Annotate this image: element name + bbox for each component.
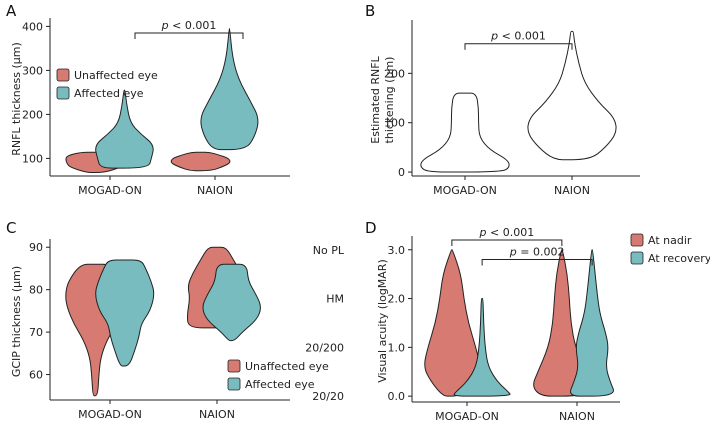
legend-label: At nadir — [648, 234, 692, 247]
panel-letter: A — [6, 2, 17, 20]
significance-bracket — [134, 32, 244, 39]
panel-b: B 0 100 200 MOGAD-ON NAION Estimated RNFL thick… — [365, 2, 640, 197]
y-tick-label: 200 — [384, 67, 405, 80]
y-tick-label-snellen: 20/20 — [312, 390, 344, 403]
significance-label: p < 0.001 — [479, 226, 535, 239]
legend-label: Unaffected eye — [245, 360, 329, 373]
violin-naion-estimated-thickening — [527, 30, 617, 161]
y-tick-label: 0 — [398, 166, 405, 179]
legend-label: Affected eye — [74, 87, 144, 100]
legend: At nadir At recovery — [630, 233, 710, 265]
y-tick-label-snellen: No PL — [313, 244, 345, 257]
significance-label: p < 0.001 — [490, 30, 546, 43]
y-axis-label: GCIP thickness (µm) — [10, 266, 23, 377]
panel-letter: D — [365, 219, 377, 237]
panel-letter: C — [6, 219, 16, 237]
y-tick-label: 400 — [22, 20, 43, 33]
significance-label: p = 0.002 — [509, 246, 565, 259]
y-axis-label-line2: thickening (µm) — [383, 57, 396, 144]
violin-mogad-on-affected-eye — [95, 259, 155, 367]
x-tick-label: MOGAD-ON — [433, 184, 497, 197]
y-tick-label: 2.0 — [388, 293, 406, 306]
legend-swatch — [227, 377, 241, 391]
violin-naion-affected-eye — [202, 263, 261, 342]
significance-bracket — [451, 239, 563, 246]
y-tick-label: 3.0 — [388, 244, 406, 257]
y-tick-label: 1.0 — [388, 341, 406, 354]
panel-letter: B — [365, 2, 375, 20]
y-tick-label-snellen: 20/200 — [305, 341, 344, 354]
x-tick-label: NAION — [199, 408, 235, 421]
violin-naion-at-recovery — [570, 249, 614, 397]
significance-label: p < 0.001 — [161, 19, 217, 32]
panel-d: D 0.0 20/20 1.0 20/200 2.0 HM 3.0 No PL MOGAD-ON N… — [305, 219, 710, 421]
x-tick-label: MOGAD-ON — [78, 184, 142, 197]
y-tick-label: 0.0 — [388, 390, 406, 403]
legend-swatch — [630, 251, 644, 265]
significance-bracket — [481, 259, 593, 266]
legend: Unaffected eye Affected eye — [56, 68, 158, 100]
legend-swatch — [56, 86, 70, 100]
y-tick-label: 100 — [384, 117, 405, 130]
y-tick-label: 60 — [29, 369, 43, 382]
y-tick-label: 70 — [29, 326, 43, 339]
y-tick-label: 80 — [29, 284, 43, 297]
legend-label: Affected eye — [245, 378, 315, 391]
y-tick-label-snellen: HM — [326, 293, 344, 306]
y-axis-label: Estimated RNFL — [369, 55, 382, 143]
y-axis-label: RNFL thickness (µm) — [10, 42, 23, 156]
y-tick-label: 300 — [22, 64, 43, 77]
legend: Unaffected eye Affected eye — [227, 359, 329, 391]
x-tick-label: NAION — [197, 184, 233, 197]
violin-mogad-on-estimated-thickening — [420, 92, 510, 173]
x-tick-label: MOGAD-ON — [78, 408, 142, 421]
legend-swatch — [630, 233, 644, 247]
legend-label: Unaffected eye — [74, 69, 158, 82]
violin-mogad-on-affected-eye — [95, 89, 154, 169]
x-tick-label: NAION — [559, 410, 595, 421]
x-tick-label: NAION — [554, 184, 590, 197]
significance-bracket — [464, 43, 573, 50]
legend-swatch — [227, 359, 241, 373]
panel-a: A 100 200 300 400 MOGAD-ON NAION RNFL thickness… — [6, 2, 290, 197]
legend-label: At recovery — [648, 252, 710, 265]
y-axis-label: Visual acuity (logMAR) — [376, 259, 389, 382]
y-tick-label: 90 — [29, 241, 43, 254]
x-tick-label: MOGAD-ON — [435, 410, 499, 421]
legend-swatch — [56, 68, 70, 82]
violin-mogad-on-at-recovery — [453, 298, 511, 397]
panel-c: C 60 70 80 90 MOGAD-ON NAION GCIP thickness (µm… — [6, 219, 329, 421]
y-tick-label: 100 — [22, 152, 43, 165]
violin-naion-affected-eye — [200, 28, 259, 151]
y-tick-label: 200 — [22, 108, 43, 121]
violin-mogad-on-at-nadir — [424, 249, 480, 397]
violin-naion-unaffected-eye — [170, 151, 231, 172]
